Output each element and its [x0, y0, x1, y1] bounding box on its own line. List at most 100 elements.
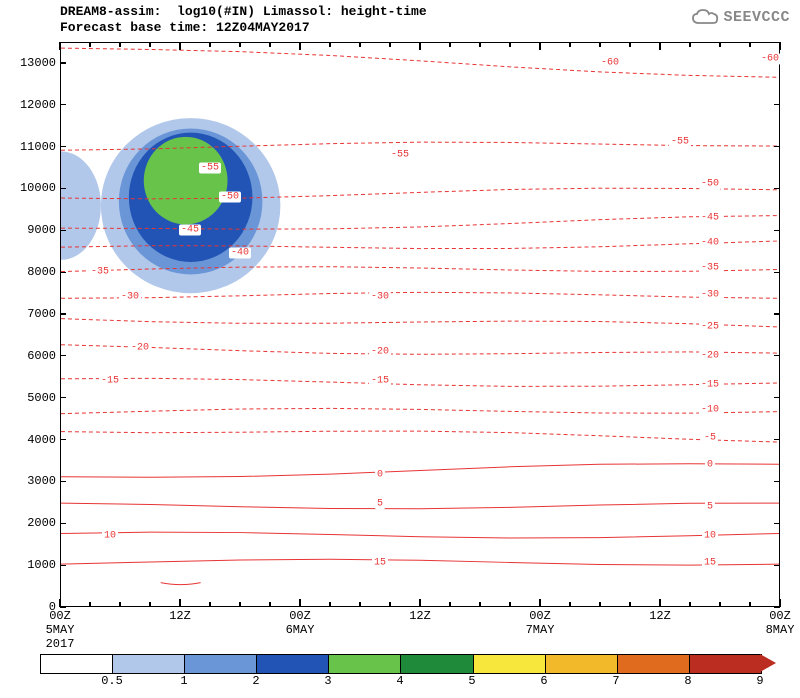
y-tick-mark: [774, 104, 780, 105]
x-minor-tick-mark: [119, 42, 120, 47]
colorbar-tick-label: 2: [252, 674, 259, 688]
x-major-tick-mark: [59, 42, 60, 50]
x-minor-tick-mark: [749, 42, 750, 47]
colorbar-segment: [474, 655, 546, 673]
shaded-region: [21, 151, 101, 259]
colorbar-segment: [546, 655, 618, 673]
colorbar-tick-label: 1: [180, 674, 187, 688]
x-tick-label: 12Z: [649, 610, 671, 624]
contour-label: -35: [89, 267, 111, 278]
x-minor-tick-mark: [479, 42, 480, 47]
y-tick-mark: [774, 523, 780, 524]
contour-label: -30: [699, 290, 721, 301]
contour-label: -60: [599, 57, 621, 68]
x-minor-tick-mark: [359, 602, 360, 607]
y-tick-label: 9000: [8, 223, 56, 237]
y-tick-mark: [60, 104, 66, 105]
temperature-contour: [61, 408, 779, 413]
contour-label: -5: [702, 432, 718, 443]
y-tick-mark: [774, 188, 780, 189]
temperature-contour: [61, 378, 779, 386]
y-tick-label: 5000: [8, 391, 56, 405]
x-minor-tick-mark: [89, 602, 90, 607]
temperature-contour: [61, 431, 779, 442]
colorbar-arrow-left: [24, 654, 40, 672]
logo-text: SEEVCCC: [723, 9, 790, 26]
contour-label: -30: [369, 292, 391, 303]
colorbar-tick-label: 4: [396, 674, 403, 688]
colorbar-tick-label: 9: [756, 674, 763, 688]
y-tick-mark: [60, 481, 66, 482]
x-major-tick-mark: [539, 599, 540, 607]
colorbar-arrow-right: [760, 654, 776, 672]
colorbar-segment: [401, 655, 473, 673]
contour-label: -20: [369, 346, 391, 357]
contour-label: -15: [369, 376, 391, 387]
y-tick-label: 11000: [8, 140, 56, 154]
x-minor-tick-mark: [749, 602, 750, 607]
x-minor-tick-mark: [329, 42, 330, 47]
x-tick-label: 00Z 6MAY: [286, 610, 315, 638]
y-tick-mark: [60, 62, 66, 63]
y-tick-mark: [774, 565, 780, 566]
contour-label: -55: [669, 137, 691, 148]
x-minor-tick-mark: [239, 602, 240, 607]
contour-label: -15: [99, 376, 121, 387]
y-tick-label: 6000: [8, 349, 56, 363]
x-minor-tick-mark: [629, 42, 630, 47]
x-minor-tick-mark: [149, 42, 150, 47]
colorbar: [40, 654, 762, 674]
y-tick-mark: [774, 481, 780, 482]
contour-label: -20: [699, 350, 721, 361]
x-minor-tick-mark: [239, 42, 240, 47]
y-tick-label: 13000: [8, 56, 56, 70]
x-minor-tick-mark: [209, 42, 210, 47]
y-tick-label: 1000: [8, 558, 56, 572]
y-tick-mark: [60, 355, 66, 356]
x-tick-label: 12Z: [169, 610, 191, 624]
x-minor-tick-mark: [719, 42, 720, 47]
temperature-contour: [61, 532, 779, 538]
y-tick-mark: [60, 272, 66, 273]
contour-label: 15: [702, 558, 718, 569]
y-tick-label: 12000: [8, 98, 56, 112]
contour-label: -40: [229, 248, 251, 259]
contour-label: -15: [699, 380, 721, 391]
contour-label: -10: [699, 405, 721, 416]
y-tick-mark: [774, 272, 780, 273]
x-minor-tick-mark: [389, 42, 390, 47]
x-minor-tick-mark: [599, 602, 600, 607]
colorbar-segment: [257, 655, 329, 673]
x-minor-tick-mark: [269, 42, 270, 47]
x-minor-tick-mark: [449, 602, 450, 607]
contour-label: -30: [119, 292, 141, 303]
y-tick-label: 10000: [8, 181, 56, 195]
y-tick-label: 2000: [8, 516, 56, 530]
y-tick-mark: [60, 439, 66, 440]
y-tick-mark: [774, 397, 780, 398]
x-major-tick-mark: [539, 42, 540, 50]
x-minor-tick-mark: [509, 42, 510, 47]
x-major-tick-mark: [659, 42, 660, 50]
temperature-contour: [161, 583, 201, 585]
y-tick-label: 8000: [8, 265, 56, 279]
seevccc-logo: SEEVCCC: [691, 8, 790, 26]
cloud-icon: [691, 8, 719, 26]
contour-label: -25: [699, 321, 721, 332]
contour-label: 0: [705, 459, 715, 470]
contour-label: -40: [699, 237, 721, 248]
contour-label: -55: [389, 150, 411, 161]
x-major-tick-mark: [299, 42, 300, 50]
contour-label: -35: [699, 263, 721, 274]
colorbar-segment: [185, 655, 257, 673]
y-tick-label: 7000: [8, 307, 56, 321]
x-major-tick-mark: [779, 42, 780, 50]
y-tick-mark: [774, 230, 780, 231]
y-tick-mark: [774, 313, 780, 314]
contour-label: -45: [179, 225, 201, 236]
contour-label: -55: [199, 162, 221, 173]
y-tick-mark: [774, 146, 780, 147]
colorbar-tick-label: 5: [468, 674, 475, 688]
colorbar-segment: [690, 655, 761, 673]
colorbar-segment: [41, 655, 113, 673]
